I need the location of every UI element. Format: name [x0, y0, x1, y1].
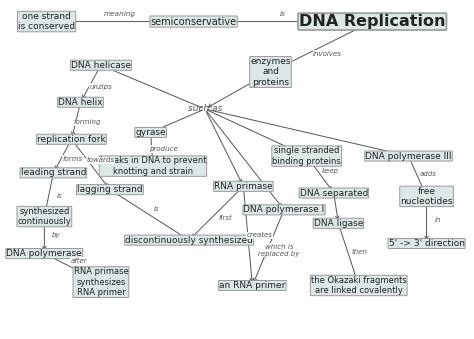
Text: then: then	[352, 250, 367, 255]
Text: replication fork: replication fork	[37, 135, 106, 144]
Text: synthesized
continuously: synthesized continuously	[18, 207, 71, 226]
Text: in: in	[435, 217, 441, 223]
Text: an RNA primer: an RNA primer	[219, 281, 286, 290]
Text: leading strand: leading strand	[21, 168, 86, 177]
Text: forming: forming	[73, 119, 101, 125]
Text: is: is	[280, 11, 286, 17]
Text: towards: towards	[87, 157, 115, 163]
Text: after: after	[71, 258, 87, 264]
Text: enzymes
and
proteins: enzymes and proteins	[250, 57, 291, 87]
Text: single stranded
binding proteins: single stranded binding proteins	[272, 146, 341, 166]
Text: first: first	[219, 215, 232, 221]
Text: DNA polymerase I: DNA polymerase I	[244, 205, 325, 214]
Text: RNA primase: RNA primase	[214, 182, 273, 191]
Text: 5' -> 3' direction: 5' -> 3' direction	[389, 239, 465, 248]
Text: semiconservative: semiconservative	[151, 17, 237, 26]
Text: is: is	[154, 205, 160, 212]
Text: meaning: meaning	[104, 11, 136, 17]
Text: creates: creates	[246, 232, 272, 238]
Text: by: by	[51, 232, 60, 238]
Text: unzips: unzips	[90, 84, 112, 90]
Text: breaks in DNA to prevent
knotting and strain: breaks in DNA to prevent knotting and st…	[100, 156, 206, 176]
Text: DNA polymerase: DNA polymerase	[7, 249, 82, 258]
Text: which is
replaced by: which is replaced by	[258, 244, 300, 257]
Text: the Okazaki fragments
are linked covalently: the Okazaki fragments are linked covalen…	[311, 276, 407, 295]
Text: forms: forms	[63, 156, 83, 162]
Text: DNA helix: DNA helix	[58, 98, 103, 107]
Text: is: is	[57, 193, 63, 199]
Text: free
nucleotides: free nucleotides	[400, 187, 453, 206]
Text: lagging strand: lagging strand	[77, 185, 143, 194]
Text: discontinuously synthesized: discontinuously synthesized	[125, 236, 253, 245]
Text: adds: adds	[420, 171, 437, 177]
Text: keep: keep	[322, 167, 339, 174]
Text: DNA helicase: DNA helicase	[71, 61, 131, 70]
Text: DNA ligase: DNA ligase	[314, 219, 363, 228]
Text: involves: involves	[313, 51, 342, 57]
Text: DNA polymerase III: DNA polymerase III	[365, 152, 452, 161]
Text: one strand
is conserved: one strand is conserved	[18, 12, 75, 31]
Text: produce: produce	[149, 146, 177, 152]
Text: DNA Replication: DNA Replication	[299, 14, 446, 29]
Text: DNA separated: DNA separated	[300, 188, 368, 198]
Text: RNA primase
synthesizes
RNA primer: RNA primase synthesizes RNA primer	[73, 267, 128, 297]
Text: gyrase: gyrase	[136, 128, 166, 137]
Text: such as: such as	[188, 104, 222, 114]
